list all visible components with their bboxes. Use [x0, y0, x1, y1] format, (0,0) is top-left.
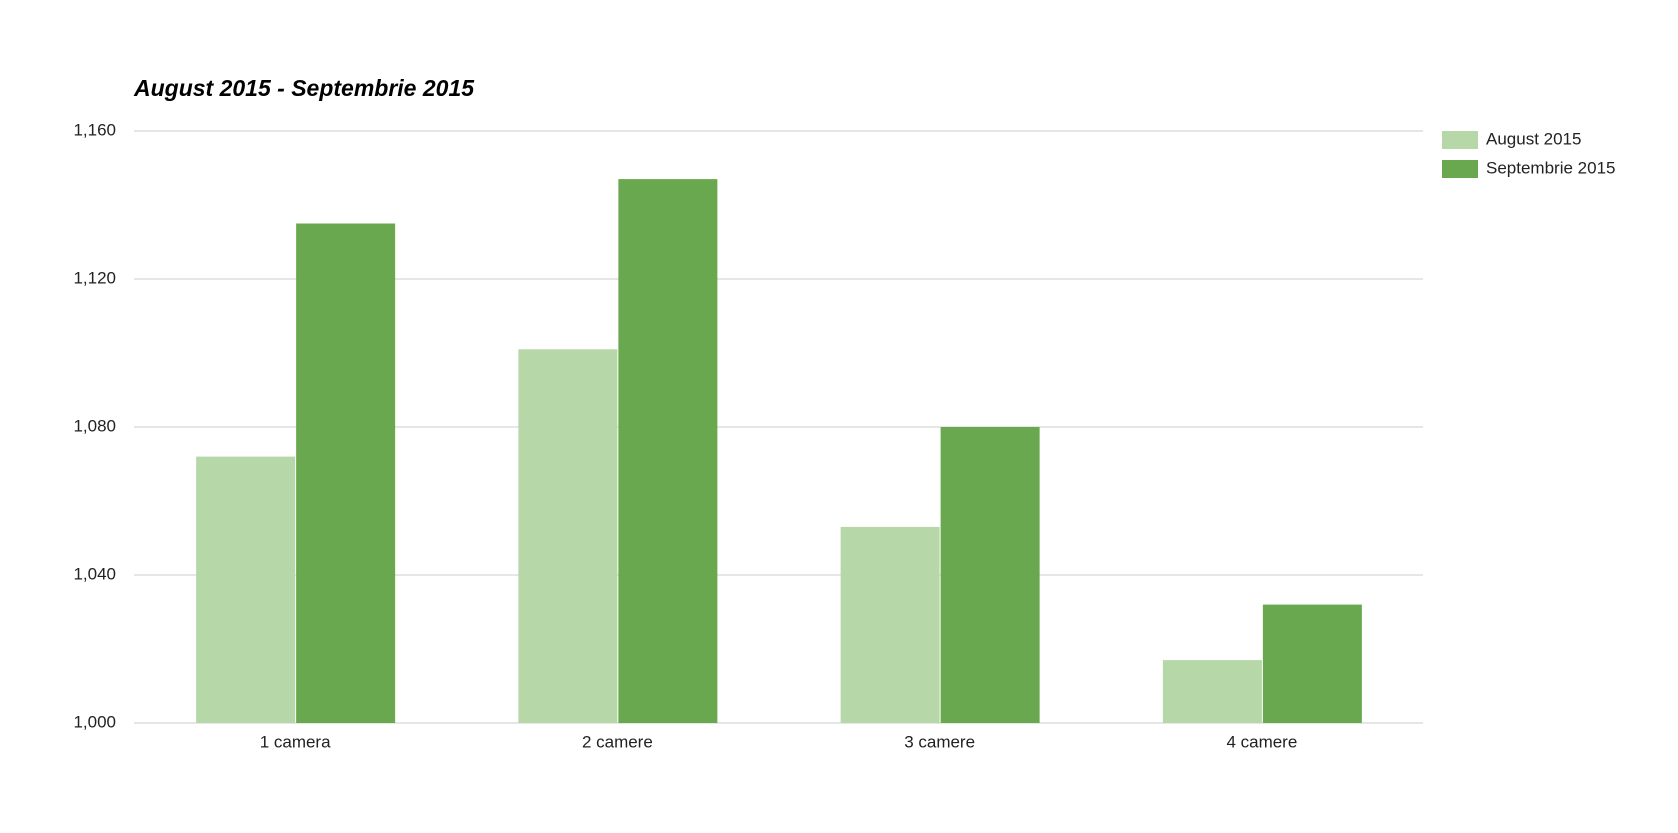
y-tick-label: 1,080 — [73, 416, 116, 435]
legend-label: Septembrie 2015 — [1486, 158, 1615, 177]
bar — [940, 427, 1040, 723]
bar — [1262, 604, 1362, 723]
y-tick-label: 1,000 — [73, 712, 116, 731]
y-tick-label: 1,040 — [73, 564, 116, 583]
bar — [518, 349, 618, 723]
legend-label: August 2015 — [1486, 129, 1581, 148]
y-tick-label: 1,160 — [73, 120, 116, 139]
chart-title: August 2015 - Septembrie 2015 — [133, 75, 475, 101]
bar — [1162, 660, 1262, 723]
bar — [296, 223, 396, 723]
x-tick-label: 1 camera — [260, 732, 331, 751]
y-tick-label: 1,120 — [73, 268, 116, 287]
bar — [196, 456, 296, 723]
legend-swatch — [1442, 160, 1478, 178]
bar — [840, 526, 940, 723]
bar — [618, 179, 718, 724]
x-tick-label: 2 camere — [582, 732, 653, 751]
x-tick-label: 4 camere — [1226, 732, 1297, 751]
x-tick-label: 3 camere — [904, 732, 975, 751]
legend-swatch — [1442, 131, 1478, 149]
